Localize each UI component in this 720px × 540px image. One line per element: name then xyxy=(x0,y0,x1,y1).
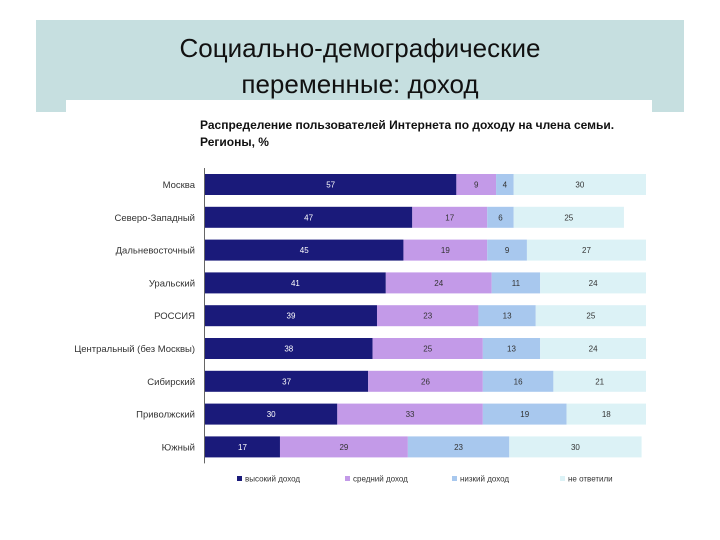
legend-swatch xyxy=(452,476,457,481)
data-label: 9 xyxy=(505,246,510,255)
bar-segment xyxy=(566,403,646,425)
data-label: 41 xyxy=(291,279,300,288)
slide-title: Социально-демографические переменные: до… xyxy=(36,30,684,102)
bar-segment xyxy=(205,403,338,425)
category-label: РОССИЯ xyxy=(154,311,195,322)
bar-segment xyxy=(368,370,483,392)
bar-segment xyxy=(205,370,369,392)
data-label: 30 xyxy=(575,181,584,190)
bar-segment xyxy=(456,174,497,195)
bar-segment xyxy=(487,239,527,261)
title-banner xyxy=(36,20,684,112)
bar-segment xyxy=(205,206,413,228)
data-label: 25 xyxy=(586,312,595,321)
data-label: 19 xyxy=(441,246,450,255)
legend-swatch xyxy=(560,476,565,481)
bar-segment xyxy=(482,370,554,392)
chart-title-line-1: Распределение пользователей Интернета по… xyxy=(200,118,615,132)
data-label: 39 xyxy=(287,312,296,321)
bar-segment xyxy=(482,403,567,425)
data-label: 38 xyxy=(284,345,293,354)
data-label: 25 xyxy=(423,345,432,354)
category-label: Южный xyxy=(162,442,195,453)
data-label: 17 xyxy=(445,213,454,222)
bar-segment xyxy=(205,436,280,458)
category-label: Сибирский xyxy=(147,377,195,388)
bar-segment xyxy=(403,239,488,261)
data-label: 13 xyxy=(503,312,512,321)
data-label: 4 xyxy=(503,181,508,190)
legend-label: низкий доход xyxy=(460,475,509,484)
bar-segment xyxy=(205,174,457,195)
bar-segment xyxy=(487,206,514,228)
data-label: 57 xyxy=(326,181,335,190)
data-label: 29 xyxy=(339,443,348,452)
data-label: 25 xyxy=(564,213,573,222)
bar-segment xyxy=(513,174,646,195)
data-label: 16 xyxy=(514,377,523,386)
data-label: 37 xyxy=(282,377,291,386)
data-label: 26 xyxy=(421,377,430,386)
category-label: Дальневосточный xyxy=(116,246,195,257)
bar-segment xyxy=(376,305,479,327)
bar-segment xyxy=(491,272,541,294)
bar-segment xyxy=(205,305,377,327)
bar-segment xyxy=(509,436,642,458)
bar-segment xyxy=(496,174,514,195)
bar-segment xyxy=(279,436,408,458)
category-label: Москва xyxy=(163,180,196,191)
bar-segment xyxy=(205,272,386,294)
category-label: Уральский xyxy=(149,278,195,289)
data-label: 24 xyxy=(589,279,598,288)
legend-swatch xyxy=(345,476,350,481)
data-label: 27 xyxy=(582,246,591,255)
data-label: 23 xyxy=(454,443,463,452)
bar-segment xyxy=(372,338,483,359)
bar-segment xyxy=(553,370,646,392)
data-label: 23 xyxy=(423,312,432,321)
data-label: 33 xyxy=(406,410,415,419)
legend-label: высокий доход xyxy=(245,475,300,484)
bar-segment xyxy=(407,436,510,458)
data-label: 6 xyxy=(498,213,503,222)
data-label: 24 xyxy=(589,345,598,354)
bar-segment xyxy=(412,206,488,228)
legend-label: средний доход xyxy=(353,475,408,484)
data-label: 19 xyxy=(520,410,529,419)
data-label: 17 xyxy=(238,443,247,452)
chart-title-line-2: Регионы, % xyxy=(200,135,269,149)
bar-segment xyxy=(478,305,536,327)
bar-segment xyxy=(535,305,646,327)
category-label: Приволжский xyxy=(136,410,195,421)
data-label: 11 xyxy=(512,279,521,288)
bar-segment xyxy=(385,272,492,294)
bar-segment xyxy=(526,239,646,261)
bar-segment xyxy=(205,239,404,261)
data-label: 9 xyxy=(474,181,479,190)
category-label: Центральный (без Москвы) xyxy=(74,344,195,355)
bar-segment xyxy=(540,272,646,294)
data-label: 47 xyxy=(304,213,313,222)
data-label: 13 xyxy=(507,345,516,354)
category-label: Северо-Западный xyxy=(115,213,195,224)
chart-title: Распределение пользователей Интернета по… xyxy=(200,117,660,151)
slide-title-line-2: переменные: доход xyxy=(241,69,479,99)
data-label: 21 xyxy=(595,377,604,386)
bar-segment xyxy=(205,338,373,359)
bar-segment xyxy=(540,338,646,359)
bar-segment xyxy=(513,206,624,228)
data-label: 45 xyxy=(300,246,309,255)
bar-segment xyxy=(337,403,483,425)
data-label: 30 xyxy=(267,410,276,419)
data-label: 18 xyxy=(602,410,611,419)
slide-title-line-1: Социально-демографические xyxy=(179,33,541,63)
legend-swatch xyxy=(237,476,242,481)
legend-label: не ответили xyxy=(568,475,613,484)
data-label: 30 xyxy=(571,443,580,452)
bar-segment xyxy=(482,338,541,359)
data-label: 24 xyxy=(434,279,443,288)
